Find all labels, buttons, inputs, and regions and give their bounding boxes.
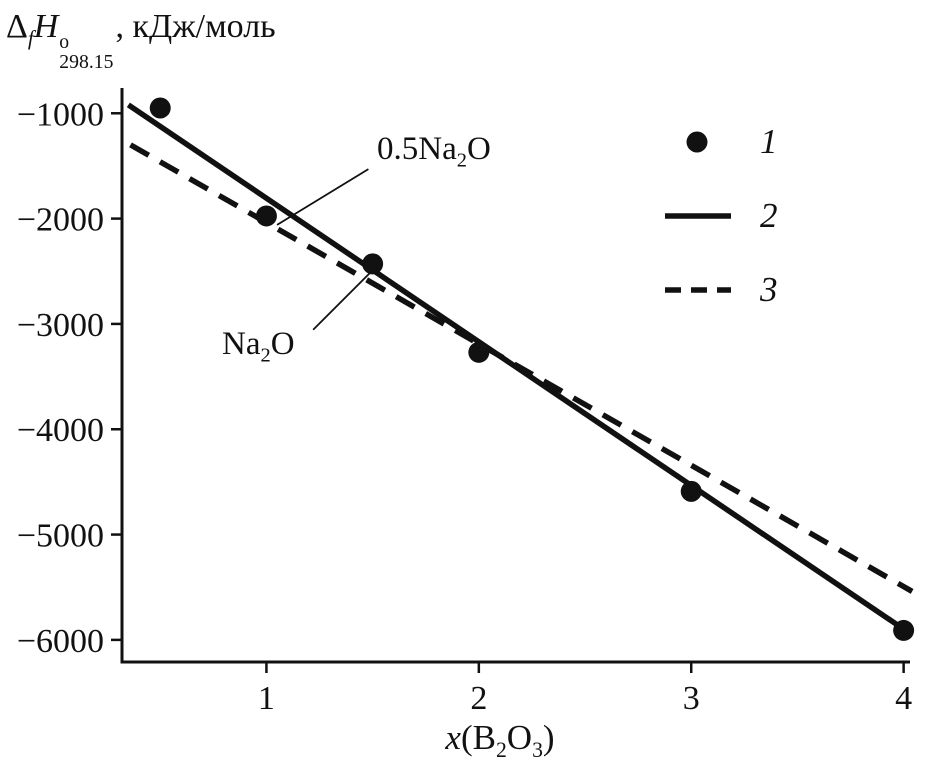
legend-item-1: 1 [664, 116, 778, 168]
y-axis-supsub: o 298.15 [59, 30, 114, 73]
y-axis-superscript: o [59, 30, 70, 53]
x-tick-label: 2 [470, 680, 487, 717]
y-axis-sub-f: f [27, 25, 34, 50]
x-tick-label: 4 [895, 680, 912, 717]
annotation-na2o-pre: Na [222, 326, 261, 362]
dashed-line-icon [665, 287, 731, 293]
data-point [149, 97, 171, 119]
data-point [893, 619, 915, 641]
x-axis-formula-sub2: 3 [532, 738, 543, 762]
annotation-0_5na2o-pre: 0.5Na [377, 131, 457, 167]
x-axis-variable: x [445, 718, 461, 757]
series-line-dashed [129, 142, 914, 594]
leader-line [276, 168, 369, 226]
data-point [468, 341, 490, 363]
legend-label-1: 1 [760, 122, 778, 161]
annotation-0_5na2o: 0.5Na2O [377, 131, 491, 173]
filled-circle-icon [686, 131, 708, 153]
y-axis-subscript: 298.15 [59, 50, 114, 73]
annotation-0_5na2o-sub: 2 [456, 149, 467, 172]
y-axis-quantity-symbol: H [33, 8, 59, 45]
x-axis-title: x(B2O3) [340, 718, 660, 763]
legend-label-3: 3 [760, 270, 778, 309]
legend: 1 2 3 [664, 116, 778, 316]
y-tick-label: −3000 [17, 307, 104, 344]
annotation-na2o-post: O [270, 326, 295, 362]
legend-label-2: 2 [760, 196, 778, 235]
y-tick-label: −1000 [17, 96, 104, 133]
delta-symbol: Δ [6, 8, 28, 45]
y-tick-label: −6000 [17, 623, 104, 660]
y-axis-title: ΔfH o 298.15, кДж/моль [6, 8, 276, 72]
annotation-0_5na2o-post: O [466, 131, 491, 167]
legend-item-3: 3 [664, 264, 778, 316]
x-axis-formula-post: ) [542, 718, 555, 757]
annotation-na2o-sub: 2 [260, 344, 271, 367]
leader-line [312, 269, 374, 331]
x-axis-formula-sub1: 2 [495, 738, 507, 762]
solid-line-icon [665, 213, 731, 219]
axis-lines [120, 88, 910, 664]
data-point [680, 480, 702, 502]
y-tick-label: −2000 [17, 202, 104, 239]
y-axis-units: , кДж/моль [115, 8, 276, 45]
data-point [362, 253, 384, 275]
legend-item-2: 2 [664, 190, 778, 242]
annotation-na2o: Na2O [222, 326, 295, 368]
x-axis-formula-mid: O [506, 718, 533, 757]
data-point [255, 205, 277, 227]
y-tick-label: −4000 [17, 412, 104, 449]
x-tick-label: 1 [258, 680, 275, 717]
x-tick-label: 3 [683, 680, 700, 717]
x-axis-formula-pre: (B [460, 718, 496, 757]
y-tick-label: −5000 [17, 518, 104, 555]
